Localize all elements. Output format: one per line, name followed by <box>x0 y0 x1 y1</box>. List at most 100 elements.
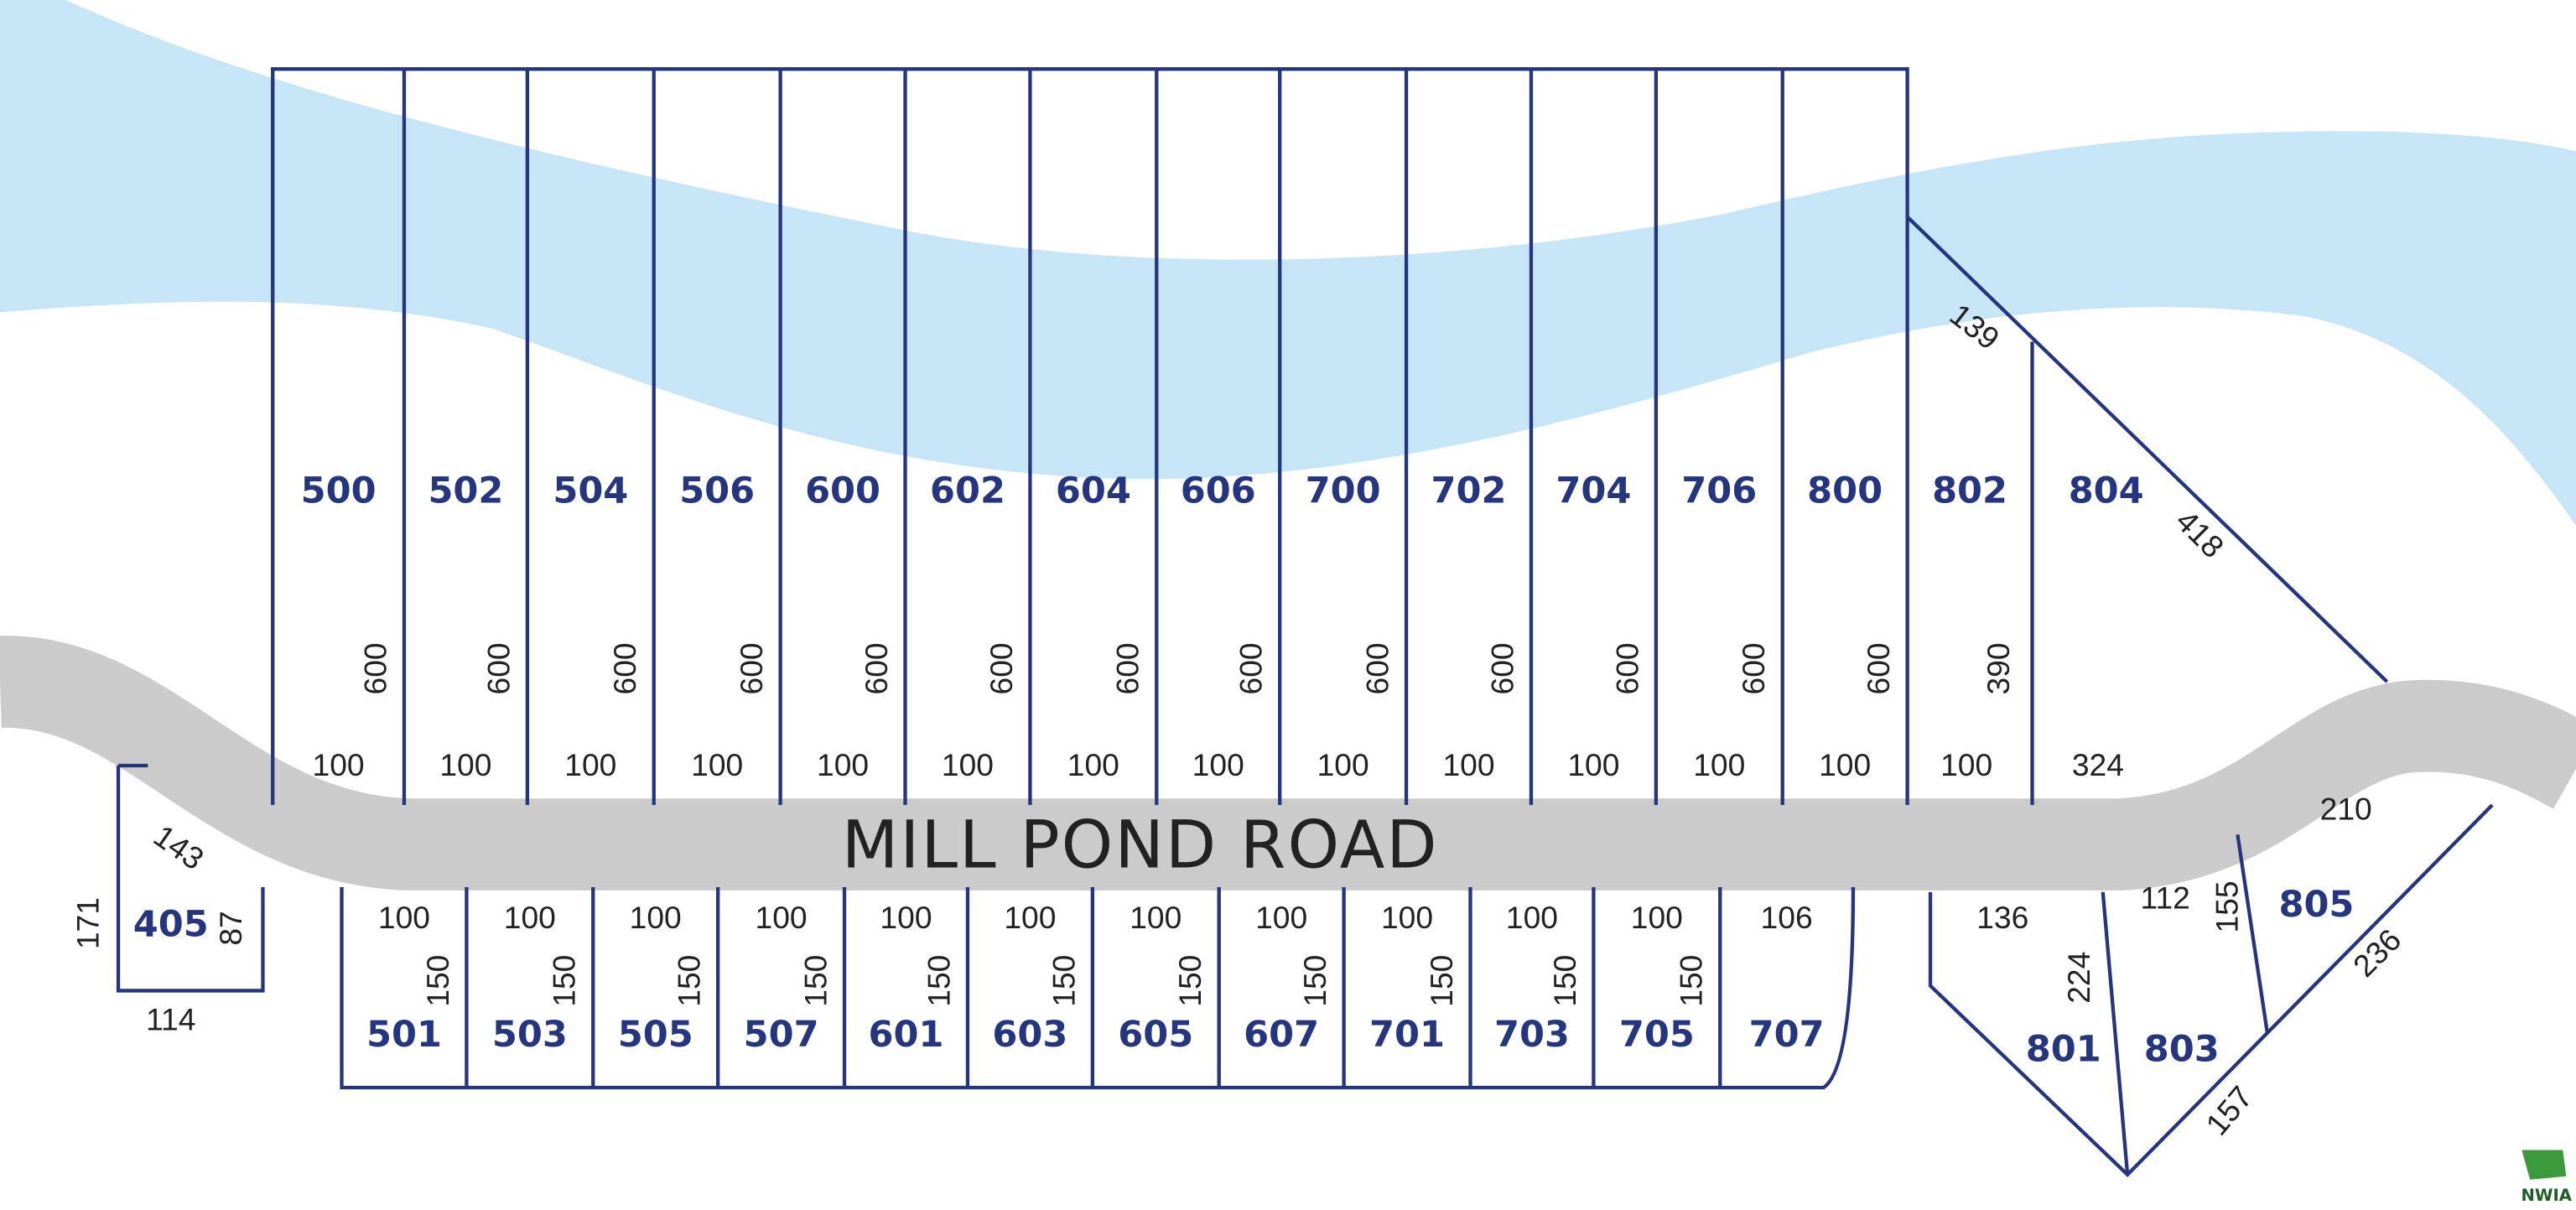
lot-dimension: 155 <box>2209 880 2244 932</box>
lot-number: 504 <box>553 470 628 512</box>
lot-dimension: 418 <box>2169 503 2231 565</box>
lot-number: 507 <box>744 1014 819 1056</box>
lot-dimension: 100 <box>630 900 682 935</box>
lot-dimension: 100 <box>1631 900 1683 935</box>
lot-dimension: 143 <box>148 818 210 876</box>
lot-number: 604 <box>1056 470 1131 512</box>
lot-dimension: 100 <box>1506 900 1558 935</box>
road <box>0 636 2576 891</box>
lot-dimension: 100 <box>880 900 932 935</box>
lot-number: 602 <box>930 470 1005 512</box>
lot-dimension: 100 <box>504 900 556 935</box>
lot-dimension: 600 <box>984 642 1019 694</box>
lot-dimension: 114 <box>146 1001 195 1036</box>
lot-dimension: 600 <box>1233 642 1269 694</box>
lot-number: 500 <box>301 470 377 512</box>
logo: NWIA <box>2521 1150 2573 1205</box>
lot-dimension: 112 <box>2141 880 2190 915</box>
lot-dimension: 100 <box>691 747 743 782</box>
lot-number: 706 <box>1681 470 1757 512</box>
lot-dimension: 600 <box>1861 642 1896 694</box>
lot-number: 803 <box>2144 1028 2220 1070</box>
lot-dimension: 600 <box>1110 642 1145 694</box>
lot-number: 703 <box>1494 1014 1570 1056</box>
lot-dimension: 600 <box>1736 642 1771 694</box>
lot-dimension: 100 <box>378 900 430 935</box>
lot-dimension: 106 <box>1761 900 1813 935</box>
lot-dimension: 87 <box>213 911 248 945</box>
lot-dimension: 150 <box>547 955 582 1007</box>
lot-dimension: 150 <box>420 955 455 1007</box>
lot-number: 702 <box>1431 470 1507 512</box>
logo-text: NWIA <box>2521 1186 2573 1205</box>
lot-dimension: 100 <box>1819 747 1871 782</box>
lot-number: 600 <box>805 470 880 512</box>
lot-dimension: 171 <box>70 897 106 949</box>
lot-number: 700 <box>1306 470 1381 512</box>
lot-dimension: 150 <box>672 955 707 1007</box>
lot-number: 506 <box>679 470 755 512</box>
lot-dimension: 150 <box>1297 955 1332 1007</box>
lot-dimension: 600 <box>607 642 642 694</box>
lot-number: 707 <box>1749 1014 1825 1056</box>
lot-number: 705 <box>1619 1014 1695 1056</box>
lot-dimension: 600 <box>1609 642 1644 694</box>
lot-dimension: 100 <box>1693 747 1745 782</box>
lot-dimension: 600 <box>859 642 894 694</box>
lot-dimension: 150 <box>1547 955 1582 1007</box>
lot-dimension: 100 <box>1067 747 1119 782</box>
lot-number: 502 <box>428 470 503 512</box>
lot-dimension: 600 <box>357 642 392 694</box>
lot-dimension: 100 <box>756 900 808 935</box>
lot-dimension: 224 <box>2061 952 2096 1004</box>
lot-dimension: 150 <box>1674 955 1709 1007</box>
lot-dimension: 100 <box>1381 900 1433 935</box>
lot-number: 601 <box>869 1014 944 1056</box>
lot-number: 501 <box>366 1014 442 1056</box>
lot-dimension: 600 <box>480 642 516 694</box>
lot-dimension: 100 <box>1130 900 1182 935</box>
lot-dimension: 100 <box>1442 747 1494 782</box>
lot-number: 505 <box>618 1014 693 1056</box>
lot-dimension: 150 <box>798 955 834 1007</box>
lot-number: 802 <box>1932 470 2007 512</box>
lot-number: 405 <box>133 904 209 946</box>
lot-dimension: 136 <box>1976 900 2028 935</box>
lot-dimension: 100 <box>1192 747 1244 782</box>
lot-dimension: 100 <box>942 747 994 782</box>
lot-number: 603 <box>992 1014 1067 1056</box>
lot-dimension: 100 <box>1940 747 1992 782</box>
lot-dimension: 600 <box>1484 642 1519 694</box>
lot-dimension: 150 <box>1046 955 1081 1007</box>
lot-dimension: 390 <box>1981 642 2016 694</box>
lot-number: 800 <box>1807 470 1883 512</box>
lot-number: 805 <box>2278 884 2354 926</box>
lot-number: 606 <box>1181 470 1256 512</box>
lot-dimension: 100 <box>439 747 491 782</box>
lot-number: 701 <box>1369 1014 1445 1056</box>
lot-dimension: 210 <box>2320 792 2372 827</box>
river <box>0 0 2576 526</box>
lot-number: 607 <box>1244 1014 1319 1056</box>
logo-icon <box>2521 1150 2567 1180</box>
lot-dimension: 157 <box>2199 1079 2259 1142</box>
lot-number: 804 <box>2069 470 2144 512</box>
road-name: MILL POND ROAD <box>842 807 1439 883</box>
lot-number: 503 <box>492 1014 568 1056</box>
lot-number: 704 <box>1555 470 1631 512</box>
lot-dimension: 600 <box>734 642 769 694</box>
lot-dimension: 100 <box>1004 900 1056 935</box>
lot-dimension: 150 <box>1172 955 1208 1007</box>
lot-dimension: 100 <box>1317 747 1369 782</box>
lot-dimension: 100 <box>313 747 365 782</box>
lot-dimension: 100 <box>1255 900 1307 935</box>
lot-dimension: 150 <box>1424 955 1459 1007</box>
lot-number: 605 <box>1118 1014 1193 1056</box>
lot-dimension: 324 <box>2072 747 2124 782</box>
lot-dimension: 600 <box>1360 642 1395 694</box>
lot-dimension: 100 <box>817 747 869 782</box>
lot-dimension: 100 <box>1567 747 1619 782</box>
lot-number: 801 <box>2026 1028 2101 1070</box>
